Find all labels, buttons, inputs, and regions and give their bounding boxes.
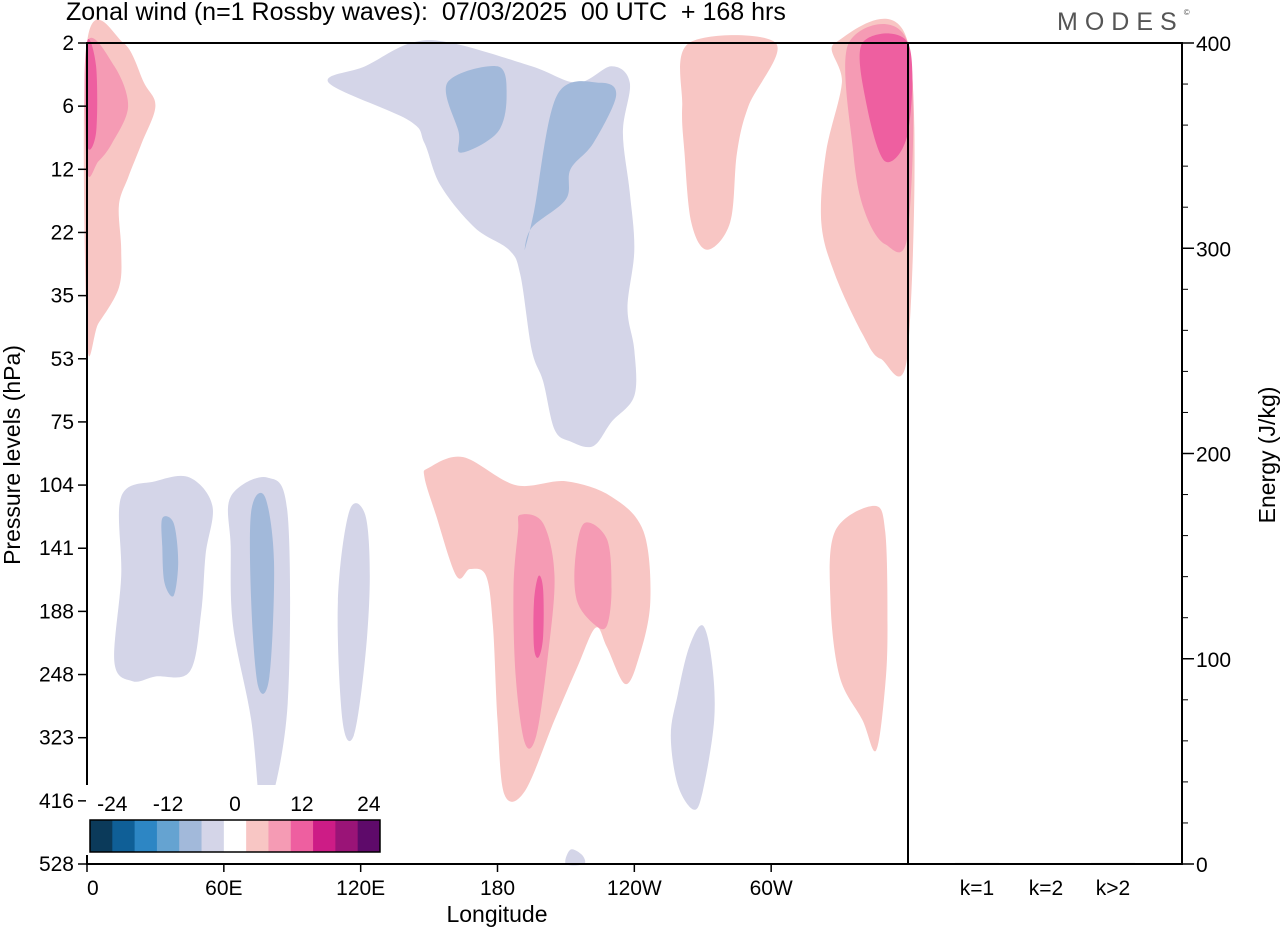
colorbar-swatch <box>335 820 359 852</box>
energy-bar <box>1024 863 1068 865</box>
contour-positive-21 <box>829 505 888 752</box>
logo-text: MODES <box>1057 8 1184 36</box>
energy-bar <box>1091 862 1135 864</box>
colorbar-swatch <box>156 820 180 852</box>
longitude-tick-label: 120E <box>336 877 385 900</box>
longitude-tick-label: 0 <box>87 877 99 900</box>
energy-category-label: k>2 <box>1096 877 1130 900</box>
energy-tick-label: 300 <box>1196 238 1231 261</box>
colorbar-swatch <box>201 820 225 852</box>
chart-title: Zonal wind (n=1 Rossby waves): 07/03/202… <box>66 0 786 26</box>
colorbar-swatch <box>112 820 136 852</box>
contour-negative-19 <box>670 625 715 810</box>
pressure-tick-label: 188 <box>39 600 74 623</box>
modes-logo: MODES© <box>1057 8 1190 37</box>
axis-ticks <box>78 42 1194 872</box>
colorbar-swatch <box>290 820 314 852</box>
energy-tick-label: 100 <box>1196 649 1231 672</box>
energy-tick-label: 0 <box>1196 854 1208 877</box>
contour-positive-6 <box>680 35 778 250</box>
contour-negative-5 <box>524 81 617 251</box>
y-axis-title: Pressure levels (hPa) <box>0 345 25 565</box>
contour-positive-18 <box>533 575 544 658</box>
contour-negative-13 <box>249 492 275 694</box>
energy-tick-label: 200 <box>1196 444 1231 467</box>
longitude-tick-label: 60E <box>205 877 242 900</box>
colorbar-swatch <box>357 820 381 852</box>
energy-axis-title: Energy (J/kg) <box>1254 387 1280 524</box>
energy-frame <box>907 42 1183 865</box>
energy-tick-label: 400 <box>1196 33 1231 56</box>
energy-category-label: k=1 <box>960 877 994 900</box>
pressure-tick-label: 528 <box>39 853 74 876</box>
pressure-tick-label: 12 <box>51 158 74 181</box>
pressure-tick-label: 141 <box>39 537 74 560</box>
colorbar-label: 24 <box>357 793 381 816</box>
contour-negative-11 <box>161 516 179 597</box>
logo-copyright-mark: © <box>1183 7 1190 17</box>
colorbar-swatch <box>90 820 113 852</box>
colorbar-swatch <box>246 820 269 852</box>
colorbar-swatch <box>313 820 336 852</box>
colorbar-swatch <box>179 820 203 852</box>
contour-positive-2 <box>85 39 98 150</box>
longitude-tick-label: 180 <box>480 877 515 900</box>
longitude-tick-label: 120W <box>607 877 662 900</box>
colorbar-swatch <box>223 820 247 852</box>
longitude-tick-label: 60W <box>750 877 793 900</box>
colorbar-label: 0 <box>229 793 241 816</box>
colorbar-label: 12 <box>290 793 313 816</box>
contour-positive-17 <box>574 522 612 630</box>
contour-fills <box>83 18 915 866</box>
energy-category-label: k=2 <box>1029 877 1063 900</box>
energy-bars <box>955 862 1135 865</box>
x-axis-title: Longitude <box>446 901 547 927</box>
pressure-tick-label: 104 <box>39 474 74 497</box>
colorbar-label: -12 <box>153 793 183 816</box>
colorbar-label: -24 <box>97 793 128 816</box>
pressure-tick-label: 22 <box>51 221 74 244</box>
colorbar-swatch <box>268 820 292 852</box>
contour-negative-4 <box>445 65 507 153</box>
energy-bar <box>955 862 999 864</box>
contour-negative-20 <box>565 849 586 866</box>
pressure-tick-label: 323 <box>39 727 74 750</box>
contour-negative-14 <box>337 503 370 742</box>
pressure-tick-label: 416 <box>39 790 74 813</box>
contour-positive-9 <box>859 33 913 163</box>
pressure-tick-label: 75 <box>51 411 74 434</box>
pressure-tick-label: 6 <box>62 95 74 118</box>
colorbar: -24 -12 0 12 24 <box>86 785 384 855</box>
colorbar-outline <box>89 819 381 853</box>
pressure-tick-label: 35 <box>51 285 74 308</box>
pressure-tick-label: 2 <box>62 32 74 55</box>
contour-negative-10 <box>114 475 213 682</box>
colorbar-swatch <box>134 820 158 852</box>
pressure-tick-label: 53 <box>51 348 74 371</box>
pressure-tick-label: 248 <box>39 664 74 687</box>
